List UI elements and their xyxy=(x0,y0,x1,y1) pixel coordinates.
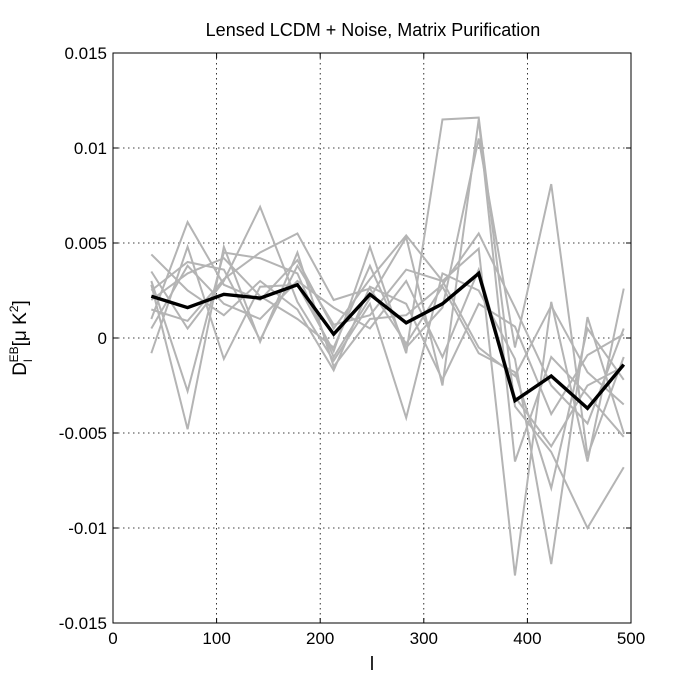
y-tick-label: -0.015 xyxy=(59,614,107,633)
y-axis-label-units: [μ K xyxy=(10,312,31,347)
y-axis-label: DlEB[μ K2] xyxy=(7,300,35,376)
realization-series-line xyxy=(150,253,625,417)
x-tick-label: 300 xyxy=(410,629,438,648)
realization-series-line xyxy=(150,260,625,406)
x-tick-label: 500 xyxy=(617,629,645,648)
y-tick-label: 0.005 xyxy=(64,234,107,253)
x-tick-label: 200 xyxy=(306,629,334,648)
y-tick-label: 0.015 xyxy=(64,44,107,63)
realization-series-line xyxy=(150,264,625,449)
x-tick-label: 400 xyxy=(513,629,541,648)
x-tick-label: 100 xyxy=(202,629,230,648)
y-axis-label-units-exponent: 2 xyxy=(7,305,21,312)
tick-layer: 0 100 200 300 400 500 -0.015 -0.01 -0.005 0 0.005 0… xyxy=(59,44,645,648)
y-axis-label-main: D xyxy=(10,362,31,376)
y-tick-label: -0.01 xyxy=(68,519,107,538)
series-layer xyxy=(150,116,626,576)
y-axis-label-superscript: EB xyxy=(7,346,21,362)
realization-series-line xyxy=(150,219,625,576)
y-tick-label: 0 xyxy=(98,329,107,348)
x-axis-label: l xyxy=(370,654,374,675)
x-tick-label: 0 xyxy=(108,629,117,648)
y-tick-label: 0.01 xyxy=(74,139,107,158)
chart-title: Lensed LCDM + Noise, Matrix Purification xyxy=(206,20,541,40)
y-tick-label: -0.005 xyxy=(59,424,107,443)
realization-series-line xyxy=(150,204,625,565)
realization-series-line xyxy=(151,232,625,492)
mean-series-line xyxy=(150,270,626,411)
y-axis-label-units-close: ] xyxy=(10,300,31,305)
realization-series-line xyxy=(150,116,625,531)
y-axis-label-subscript: l xyxy=(21,359,35,362)
